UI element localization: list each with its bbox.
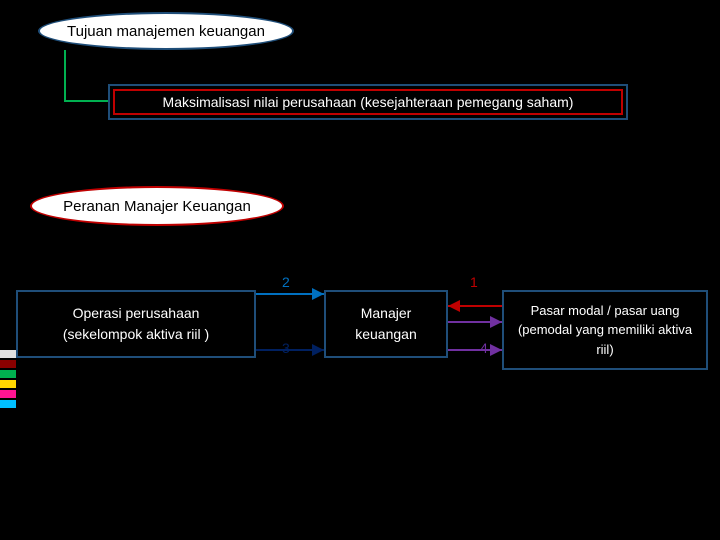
manager-box: Manajer keuangan <box>324 290 448 358</box>
side-bar <box>0 390 16 398</box>
connector-vertical <box>64 50 66 102</box>
manager-line1: Manajer <box>361 303 412 324</box>
side-bar <box>0 380 16 388</box>
side-bar <box>0 400 16 408</box>
title-text: Tujuan manajemen keuangan <box>67 23 265 40</box>
side-bar <box>0 360 16 368</box>
market-line2: (pemodal yang memiliki aktiva riil) <box>504 320 706 359</box>
role-ellipse: Peranan Manajer Keuangan <box>30 186 284 226</box>
maximization-outer: Maksimalisasi nilai perusahaan (kesejaht… <box>108 84 628 120</box>
side-bar <box>0 350 16 358</box>
role-text: Peranan Manajer Keuangan <box>63 198 251 215</box>
operations-line1: Operasi perusahaan <box>73 303 200 324</box>
flow-label-1: 1 <box>470 274 478 290</box>
title-ellipse: Tujuan manajemen keuangan <box>38 12 294 50</box>
flow-arrows <box>0 0 720 540</box>
maximization-inner: Maksimalisasi nilai perusahaan (kesejaht… <box>113 89 623 115</box>
manager-line2: keuangan <box>355 324 417 345</box>
side-bar <box>0 370 16 378</box>
maximization-text: Maksimalisasi nilai perusahaan (kesejaht… <box>163 94 574 110</box>
side-color-bars <box>0 350 16 410</box>
flow-label-3: 3 <box>282 340 290 356</box>
market-box: Pasar modal / pasar uang (pemodal yang m… <box>502 290 708 370</box>
market-line1: Pasar modal / pasar uang <box>531 301 680 321</box>
connector-horizontal <box>64 100 108 102</box>
operations-line2: (sekelompok aktiva riil ) <box>63 324 209 345</box>
operations-box: Operasi perusahaan (sekelompok aktiva ri… <box>16 290 256 358</box>
flow-label-4: 4 <box>480 340 488 356</box>
flow-label-2: 2 <box>282 274 290 290</box>
